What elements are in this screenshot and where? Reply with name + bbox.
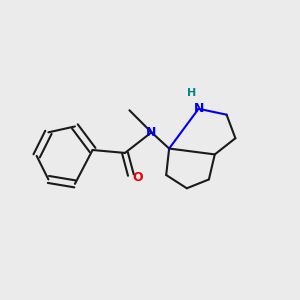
Text: H: H	[187, 88, 196, 98]
Text: O: O	[132, 171, 143, 184]
Text: N: N	[194, 102, 204, 115]
Text: N: N	[146, 126, 157, 139]
